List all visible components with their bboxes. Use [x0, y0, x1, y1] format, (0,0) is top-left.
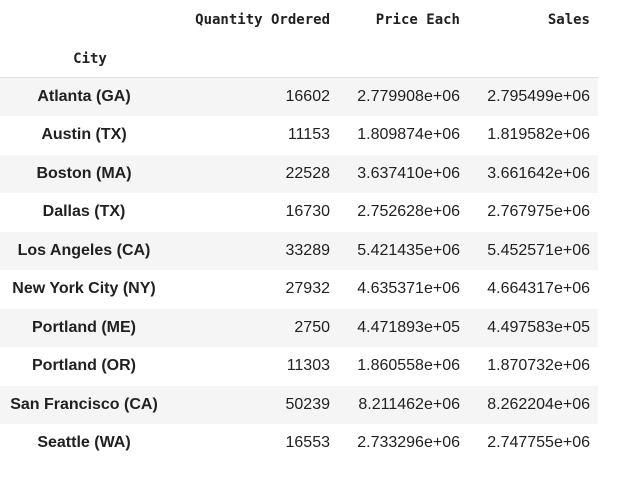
index-name-header: City: [0, 40, 168, 78]
header-blank-cell: [0, 0, 168, 40]
cell-price-each: 2.733296e+06: [357, 434, 460, 452]
cell-price-each: 2.779908e+06: [357, 88, 460, 105]
table-row: Portland (OR) 11303 1.860558e+06 1.870732e+…: [0, 347, 598, 386]
cell-price-each: 4.471893e+05: [357, 318, 460, 336]
table-header: Quantity Ordered Price Each Sales City: [0, 0, 598, 78]
row-index-city: San Francisco (CA): [10, 395, 158, 413]
table-row: San Francisco (CA) 50239 8.211462e+06 8.262…: [0, 385, 598, 424]
cell-quantity-ordered: 16602: [285, 88, 331, 105]
cell-price-each: 2.752628e+06: [357, 203, 460, 221]
cell-quantity-ordered: 16553: [285, 434, 331, 452]
cell-price-each: 4.635371e+06: [357, 280, 460, 298]
column-header-sales: Sales: [547, 12, 590, 28]
cell-quantity-ordered: 2750: [294, 318, 330, 336]
cell-quantity-ordered: 50239: [285, 395, 331, 413]
table-row: Seattle (WA) 16553 2.733296e+06 2.747755e+0…: [0, 424, 598, 463]
table-body: Atlanta (GA) 16602 2.779908e+06 2.795499e+0…: [0, 77, 598, 463]
cell-price-each: 1.809874e+06: [357, 126, 460, 144]
cell-price-each: 8.211462e+06: [358, 395, 460, 413]
dataframe-output: Quantity Ordered Price Each Sales City A…: [0, 0, 598, 463]
row-index-city: Los Angeles (CA): [17, 241, 151, 259]
cell-sales: 1.870732e+06: [487, 357, 590, 375]
table-row: Boston (MA) 22528 3.637410e+06 3.661642e+06: [0, 154, 598, 193]
index-name-row: City: [0, 40, 598, 78]
column-header-row: Quantity Ordered Price Each Sales: [0, 0, 598, 40]
index-name-blank-cell: [168, 40, 338, 78]
row-index-city: Portland (ME): [32, 318, 136, 336]
table-row: Dallas (TX) 16730 2.752628e+06 2.767975e+06: [0, 193, 598, 232]
table-row: Atlanta (GA) 16602 2.779908e+06 2.795499e+0…: [0, 77, 598, 116]
cell-sales: 4.497583e+05: [487, 318, 590, 336]
dataframe-table: Quantity Ordered Price Each Sales City A…: [0, 0, 598, 463]
column-header-price-each: Price Each: [375, 12, 460, 28]
table-row: Austin (TX) 11153 1.809874e+06 1.819582e+06: [0, 116, 598, 155]
cell-quantity-ordered: 33289: [285, 241, 331, 259]
cell-sales: 2.747755e+06: [487, 434, 590, 452]
cell-quantity-ordered: 16730: [285, 203, 331, 221]
column-header-quantity-ordered: Quantity Ordered: [195, 12, 330, 28]
row-index-city: Austin (TX): [41, 126, 127, 144]
table-row: Los Angeles (CA) 33289 5.421435e+06 5.45257…: [0, 231, 598, 270]
cell-sales: 1.819582e+06: [487, 126, 590, 144]
cell-quantity-ordered: 22528: [285, 164, 331, 182]
row-index-city: Seattle (WA): [37, 434, 131, 452]
row-index-city: New York City (NY): [12, 280, 156, 298]
table-row: Portland (ME) 2750 4.471893e+05 4.497583e+0…: [0, 308, 598, 347]
index-name-blank-cell: [468, 40, 598, 78]
row-index-city: Dallas (TX): [42, 203, 126, 221]
index-name-blank-cell: [338, 40, 468, 78]
cell-price-each: 1.860558e+06: [357, 357, 460, 375]
cell-quantity-ordered: 27932: [285, 280, 331, 298]
cell-price-each: 5.421435e+06: [357, 241, 460, 259]
cell-quantity-ordered: 11303: [286, 357, 330, 375]
cell-sales: 2.767975e+06: [487, 203, 590, 221]
cell-sales: 2.795499e+06: [487, 88, 590, 105]
cell-sales: 4.664317e+06: [487, 280, 590, 298]
table-row: New York City (NY) 27932 4.635371e+06 4.664…: [0, 270, 598, 309]
cell-sales: 3.661642e+06: [487, 164, 590, 182]
row-index-city: Boston (MA): [36, 164, 132, 182]
cell-sales: 5.452571e+06: [487, 241, 590, 259]
row-index-city: Portland (OR): [32, 357, 136, 375]
cell-sales: 8.262204e+06: [487, 395, 590, 413]
cell-price-each: 3.637410e+06: [357, 164, 460, 182]
row-index-city: Atlanta (GA): [37, 88, 131, 105]
cell-quantity-ordered: 11153: [287, 126, 330, 144]
